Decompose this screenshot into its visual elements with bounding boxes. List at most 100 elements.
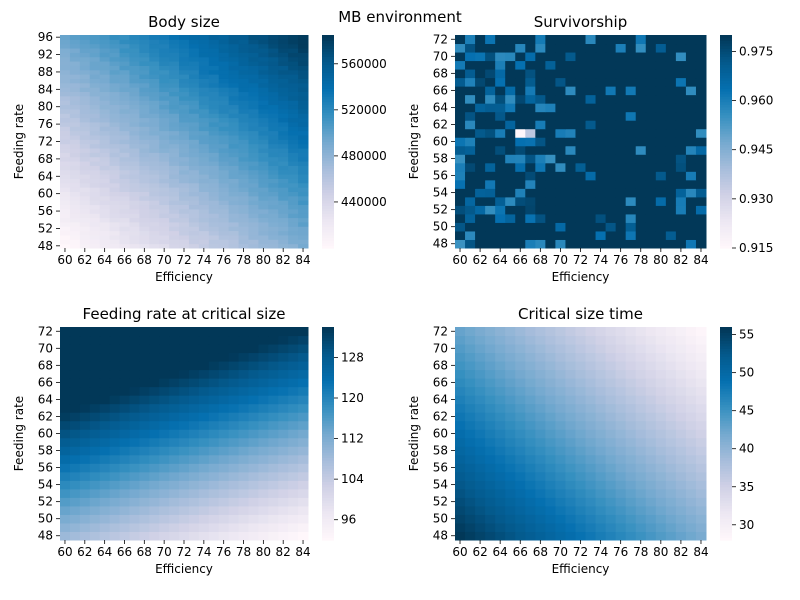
colorbar-segment: [322, 462, 334, 467]
heatmap-cell: [555, 352, 566, 362]
heatmap-cell: [585, 352, 597, 362]
heatmap-cell: [298, 226, 309, 232]
heatmap-cell: [169, 95, 180, 101]
colorbar-segment: [720, 390, 732, 395]
heatmap-cell: [188, 361, 200, 371]
heatmap-cell: [60, 143, 71, 149]
heatmap-cell: [109, 230, 121, 236]
heatmap-cell: [475, 43, 486, 53]
heatmap-cell: [238, 369, 249, 379]
heatmap-cell: [455, 505, 466, 515]
heatmap-cell: [69, 191, 81, 197]
colorbar-segment: [322, 529, 334, 533]
heatmap-cell: [605, 128, 617, 138]
heatmap-cell: [535, 369, 546, 379]
heatmap-cell: [288, 74, 299, 79]
heatmap-cell: [525, 205, 536, 215]
heatmap-cell: [248, 113, 259, 119]
heatmap-cell: [258, 403, 269, 413]
heatmap-cell: [258, 454, 269, 464]
heatmap-cell: [149, 74, 160, 79]
heatmap-cell: [288, 130, 299, 136]
heatmap-cell: [685, 420, 697, 430]
heatmap-cell: [685, 497, 697, 507]
colorbar-segment: [322, 484, 334, 488]
heatmap-cell: [99, 230, 111, 236]
heatmap-cell: [475, 137, 486, 147]
heatmap-cell: [149, 113, 160, 119]
heatmap-cell: [188, 522, 200, 532]
colorbar-segment: [322, 128, 334, 132]
colorbar-segment: [720, 513, 732, 517]
heatmap-cell: [615, 412, 627, 422]
heatmap-cell: [585, 162, 597, 172]
heatmap-cell: [465, 230, 476, 240]
heatmap-cell: [69, 187, 81, 192]
heatmap-cell: [545, 60, 556, 70]
heatmap-cell: [545, 86, 556, 96]
heatmap-cell: [635, 446, 647, 456]
heatmap-cell: [505, 196, 516, 206]
heatmap-cell: [79, 161, 91, 166]
heatmap-cell: [665, 437, 677, 447]
heatmap-cell: [169, 361, 180, 371]
heatmap-cell: [455, 463, 466, 473]
heatmap-cell: [79, 454, 91, 464]
heatmap-cell: [129, 243, 140, 249]
heatmap-cell: [248, 369, 259, 379]
heatmap-cell: [268, 161, 279, 166]
heatmap-cell: [248, 514, 259, 524]
heatmap-cell: [139, 497, 150, 507]
heatmap-cell: [268, 386, 279, 396]
heatmap-cell: [595, 222, 607, 232]
heatmap-cell: [248, 174, 259, 179]
heatmap-cell: [69, 395, 81, 405]
heatmap-cell: [505, 179, 516, 189]
heatmap-cell: [545, 52, 556, 62]
heatmap-cell: [575, 52, 587, 62]
heatmap-cell: [685, 488, 697, 498]
heatmap-cell: [298, 130, 309, 136]
heatmap-cell: [555, 154, 566, 164]
heatmap-cell: [159, 65, 170, 71]
colorbar-segment: [720, 82, 732, 87]
heatmap-cell: [139, 471, 150, 481]
heatmap-cell: [575, 154, 587, 164]
heatmap-cell: [605, 471, 617, 481]
colorbar-segment: [322, 197, 334, 201]
heatmap-cell: [455, 111, 466, 121]
heatmap-cell: [635, 230, 647, 240]
heatmap-cell: [129, 204, 140, 210]
heatmap-cell: [208, 471, 220, 481]
heatmap-cell: [555, 437, 566, 447]
heatmap-cell: [298, 174, 309, 179]
colorbar-segment: [720, 388, 732, 392]
x-tick-label: 60: [452, 253, 467, 267]
heatmap-cell: [595, 369, 607, 379]
heatmap-cell: [455, 327, 466, 337]
heatmap-cell: [515, 352, 526, 362]
heatmap-cell: [268, 420, 279, 430]
heatmap-cell: [495, 403, 506, 413]
heatmap-cell: [298, 429, 309, 439]
heatmap-cell: [218, 78, 230, 84]
heatmap-cell: [99, 369, 111, 379]
heatmap-cell: [268, 95, 279, 101]
heatmap-cell: [535, 213, 546, 223]
heatmap-cell: [149, 221, 160, 227]
heatmap-cell: [208, 463, 220, 473]
heatmap-cell: [268, 463, 279, 473]
heatmap-cell: [575, 505, 587, 515]
heatmap-cell: [495, 239, 506, 249]
x-tick-label: 82: [276, 253, 291, 267]
heatmap-cell: [268, 139, 279, 145]
heatmap-cell: [615, 522, 627, 532]
heatmap-cell: [525, 531, 536, 541]
heatmap-cell: [288, 230, 299, 236]
heatmap-cell: [119, 134, 130, 140]
heatmap-cell: [645, 420, 657, 430]
heatmap-cell: [218, 39, 230, 45]
heatmap-cell: [258, 191, 269, 197]
heatmap-cell: [465, 335, 476, 345]
heatmap-cell: [545, 420, 556, 430]
